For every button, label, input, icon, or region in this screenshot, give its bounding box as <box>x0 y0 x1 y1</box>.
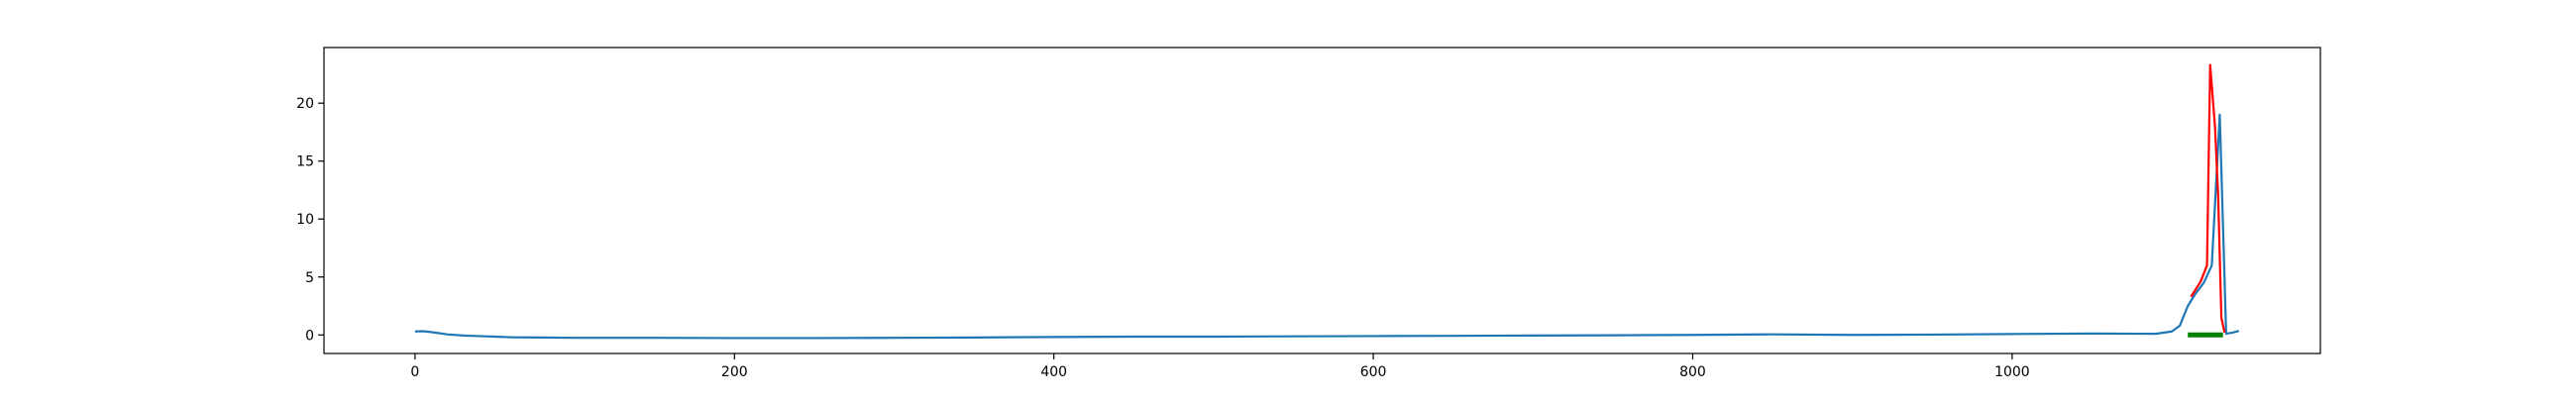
x-tick-label: 600 <box>1360 364 1387 380</box>
x-tick-label: 800 <box>1679 364 1706 380</box>
series-0-line <box>414 113 2240 340</box>
x-tick-label: 0 <box>410 364 419 380</box>
y-axis: 0 5 10 15 20 <box>296 96 324 344</box>
y-tick-label: 15 <box>296 154 314 170</box>
x-tick-label: 200 <box>721 364 748 380</box>
x-tick-label: 1000 <box>1994 364 2030 380</box>
series-1-line <box>2190 63 2226 334</box>
y-tick-label: 5 <box>305 270 314 286</box>
y-tick-label: 10 <box>296 212 314 228</box>
x-tick-label: 400 <box>1040 364 1067 380</box>
plot-frame <box>323 47 2321 354</box>
x-axis: 0 200 400 600 800 1000 <box>410 353 2030 380</box>
y-tick-label: 0 <box>305 328 314 344</box>
y-tick-label: 20 <box>296 96 314 112</box>
series-layer <box>414 63 2240 340</box>
